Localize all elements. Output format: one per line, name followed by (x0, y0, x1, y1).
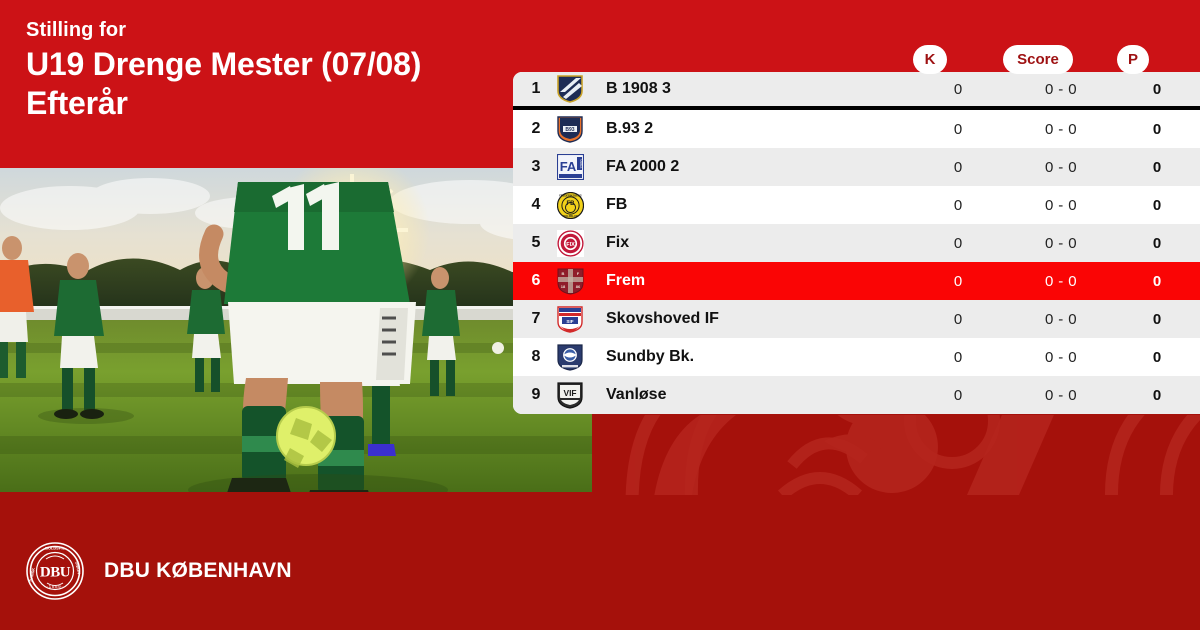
row-points: 0 (1152, 196, 1162, 214)
row-matches-played: 0 (953, 234, 963, 252)
row-team-name: Skovshoved IF (606, 310, 719, 327)
svg-text:BOLDSPIL: BOLDSPIL (45, 545, 65, 550)
table-row[interactable]: 7 SIF Skovshoved IF 0 0 - 0 0 (513, 300, 1200, 338)
row-matches-played: 0 (953, 272, 963, 290)
row-score: 0 - 0 (1044, 386, 1077, 404)
svg-text:FIX: FIX (566, 242, 575, 248)
svg-text:FREDERIKSBERG: FREDERIKSBERG (559, 193, 581, 197)
svg-text:B93: B93 (565, 127, 574, 133)
footer: DBU ·1889· BOLDSPIL DANSK UNION DBU KØBE… (26, 542, 292, 600)
row-matches-played: 0 (953, 348, 963, 366)
row-points: 0 (1152, 158, 1162, 176)
row-points: 0 (1152, 80, 1162, 98)
row-matches-played: 0 (953, 120, 963, 138)
row-team-name: B 1908 3 (606, 80, 671, 97)
row-matches-played: 0 (953, 80, 963, 98)
row-rank: 8 (531, 348, 541, 365)
column-header-k: K (913, 45, 947, 74)
svg-text:DANSK: DANSK (28, 567, 36, 582)
svg-text:BOLDKLUB: BOLDKLUB (563, 214, 578, 218)
page-title: U19 Drenge Mester (07/08) Efterår (26, 46, 422, 122)
column-header-p: P (1117, 45, 1149, 74)
row-score: 0 - 0 (1044, 272, 1077, 290)
table-row[interactable]: 9 VIF Vanløse 0 0 - 0 0 (513, 376, 1200, 414)
standings-table: 1 B 1908 3 0 0 - 0 0 2 B93 B.93 2 0 0 - 0 0 3 FA 2000… (513, 72, 1200, 414)
row-score: 0 - 0 (1044, 80, 1077, 98)
row-team-name: B.93 2 (606, 120, 654, 137)
row-matches-played: 0 (953, 196, 963, 214)
svg-text:B: B (561, 271, 564, 276)
table-row[interactable]: 5 FIX Fix 0 0 - 0 0 (513, 224, 1200, 262)
row-matches-played: 0 (953, 158, 963, 176)
svg-text:86: 86 (575, 284, 580, 289)
row-team-name: Frem (606, 272, 646, 289)
svg-text:2000: 2000 (578, 159, 583, 169)
soccer-match-photo (0, 168, 592, 492)
row-team-name: Vanløse (606, 386, 667, 403)
column-header-score: Score (1003, 45, 1073, 74)
row-rank: 1 (531, 80, 541, 97)
table-row[interactable]: 3 FA 2000 FA 2000 2 0 0 - 0 0 (513, 148, 1200, 186)
row-rank: 6 (531, 272, 541, 289)
row-rank: 3 (531, 158, 541, 175)
svg-text:F: F (576, 271, 579, 276)
row-points: 0 (1152, 348, 1162, 366)
b93-logo: B93 (546, 115, 594, 143)
dbu-emblem: DBU ·1889· BOLDSPIL DANSK UNION (26, 542, 84, 600)
row-rank: 2 (531, 120, 541, 137)
svg-text:FA: FA (559, 159, 576, 174)
row-matches-played: 0 (953, 310, 963, 328)
row-score: 0 - 0 (1044, 310, 1077, 328)
table-row[interactable]: 2 B93 B.93 2 0 0 - 0 0 (513, 110, 1200, 148)
row-points: 0 (1152, 386, 1162, 404)
row-rank: 7 (531, 310, 541, 327)
frem-logo: B F 18 86 (546, 267, 594, 295)
header-text-block: Stilling for U19 Drenge Mester (07/08) E… (26, 18, 526, 123)
fb-logo: FB FREDERIKSBERG BOLDKLUB (546, 191, 594, 219)
row-team-name: FB (606, 196, 628, 213)
skovshoved-logo: SIF (546, 305, 594, 333)
row-rank: 5 (531, 234, 541, 251)
row-rank: 4 (531, 196, 541, 213)
svg-text:VIF: VIF (563, 388, 576, 398)
footer-org-name: DBU KØBENHAVN (104, 559, 292, 582)
fix-logo: FIX (546, 229, 594, 257)
row-points: 0 (1152, 120, 1162, 138)
row-team-name: FA 2000 2 (606, 158, 680, 175)
sundby-logo (546, 343, 594, 371)
svg-text:18: 18 (560, 284, 565, 289)
table-row[interactable]: 4 FB FREDERIKSBERG BOLDKLUB FB 0 0 - 0 0 (513, 186, 1200, 224)
fa2000-logo: FA 2000 (546, 154, 594, 180)
kicker-label: Stilling for (26, 19, 127, 41)
row-team-name: Fix (606, 234, 630, 251)
table-row[interactable]: 8 Sundby Bk. 0 0 - 0 0 (513, 338, 1200, 376)
row-team-name: Sundby Bk. (606, 348, 695, 365)
row-score: 0 - 0 (1044, 348, 1077, 366)
row-score: 0 - 0 (1044, 120, 1077, 138)
svg-text:UNION: UNION (74, 561, 82, 574)
b1908-logo (546, 75, 594, 103)
table-row[interactable]: 1 B 1908 3 0 0 - 0 0 (513, 72, 1200, 110)
svg-text:SIF: SIF (566, 319, 573, 324)
row-points: 0 (1152, 310, 1162, 328)
row-score: 0 - 0 (1044, 158, 1077, 176)
row-rank: 9 (531, 386, 541, 403)
row-matches-played: 0 (953, 386, 963, 404)
svg-text:·1889·: ·1889· (47, 584, 64, 589)
row-score: 0 - 0 (1044, 234, 1077, 252)
row-score: 0 - 0 (1044, 196, 1077, 214)
dbu-watermark-pattern (592, 415, 1200, 495)
row-points: 0 (1152, 234, 1162, 252)
svg-text:FB: FB (566, 201, 575, 207)
table-row[interactable]: 6 B F 18 86 Frem 0 0 - 0 0 (513, 262, 1200, 300)
row-points: 0 (1152, 272, 1162, 290)
svg-text:DBU: DBU (40, 565, 71, 581)
vanlose-logo: VIF (546, 381, 594, 409)
